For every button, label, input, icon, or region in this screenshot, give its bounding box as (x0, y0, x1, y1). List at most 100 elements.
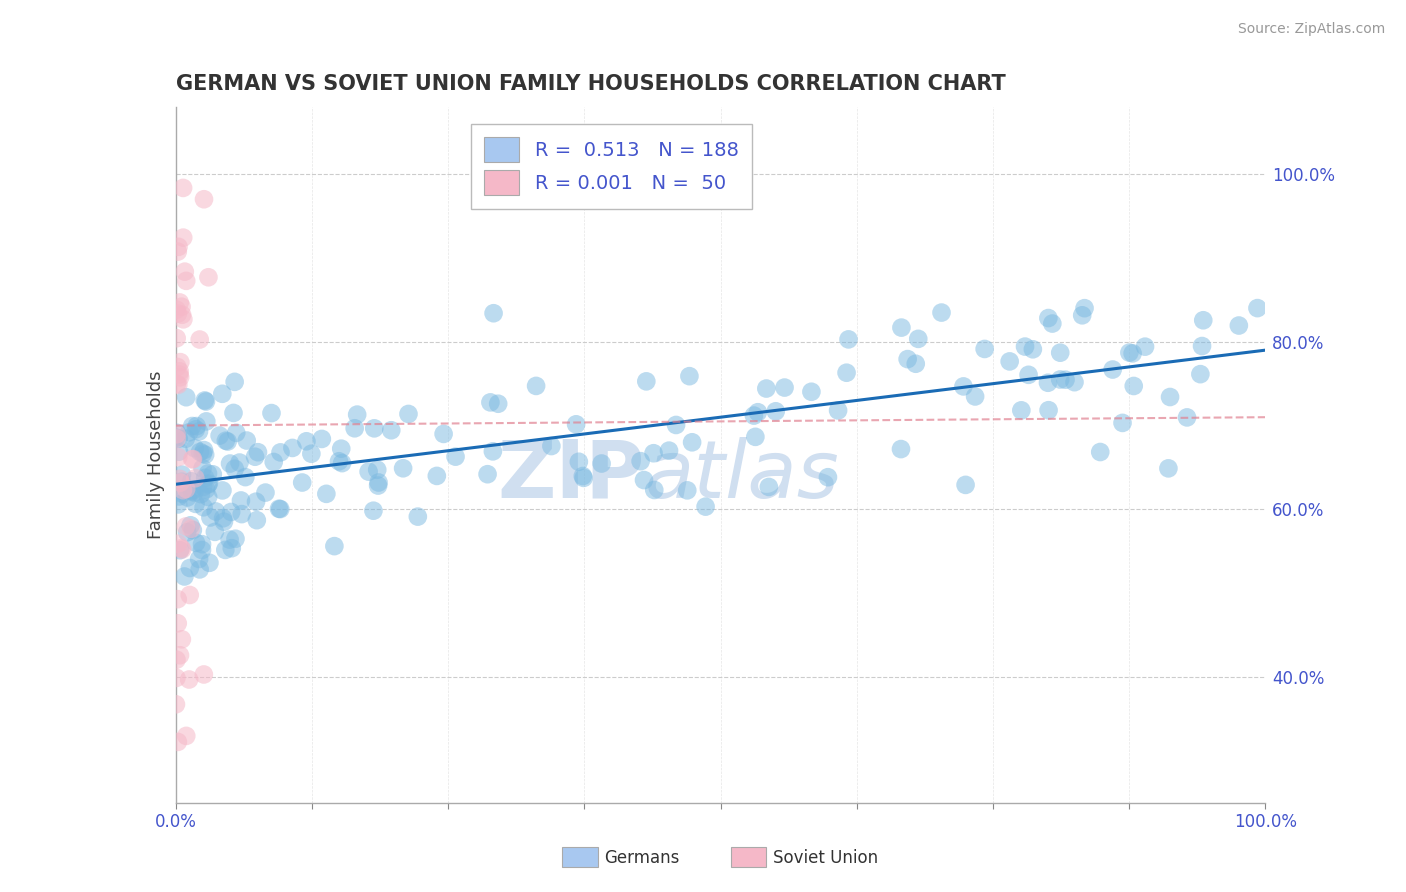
Point (897, 352, 920, 367)
Point (167, 497, 190, 511)
Point (1063, 375, 1085, 389)
Point (179, 673, 201, 687)
Point (800, 384, 823, 399)
Point (180, 518, 202, 533)
Point (193, 667, 215, 681)
Point (1157, 461, 1180, 475)
Point (952, 379, 974, 393)
Point (166, 653, 188, 667)
Point (904, 357, 927, 371)
Point (1246, 301, 1268, 315)
Point (1036, 376, 1059, 390)
Point (166, 592, 188, 607)
Point (193, 480, 215, 494)
Point (218, 533, 240, 547)
Point (180, 484, 202, 499)
Point (758, 480, 780, 494)
Point (665, 417, 688, 432)
Point (1049, 345, 1071, 359)
Point (235, 434, 257, 448)
Point (357, 465, 380, 479)
Point (172, 486, 194, 500)
Point (267, 501, 290, 516)
Point (890, 442, 912, 456)
Point (343, 421, 366, 435)
Point (172, 181, 194, 195)
Point (194, 471, 217, 485)
Point (183, 441, 205, 455)
Text: ZIP: ZIP (498, 437, 644, 515)
Point (426, 469, 449, 483)
Point (169, 648, 191, 663)
Point (765, 404, 787, 418)
Point (931, 305, 953, 319)
Point (172, 230, 194, 244)
Point (773, 380, 796, 394)
Point (167, 444, 190, 458)
Point (166, 376, 188, 391)
Point (366, 463, 388, 477)
Point (1191, 339, 1213, 353)
Point (1133, 340, 1156, 354)
Point (174, 274, 197, 288)
Point (219, 505, 242, 519)
Point (170, 300, 193, 314)
Point (295, 434, 318, 449)
Point (200, 510, 222, 524)
Point (174, 390, 197, 404)
Point (524, 379, 547, 393)
Point (169, 370, 191, 384)
Point (165, 430, 187, 444)
Point (633, 473, 655, 487)
Point (742, 409, 765, 423)
Point (482, 444, 505, 458)
Point (1189, 367, 1212, 381)
Point (330, 442, 353, 456)
Point (678, 369, 700, 384)
Point (1227, 318, 1250, 333)
Text: Source: ZipAtlas.com: Source: ZipAtlas.com (1237, 22, 1385, 37)
Point (246, 445, 269, 459)
Point (191, 537, 214, 551)
Point (643, 446, 665, 460)
Point (212, 511, 235, 525)
Point (169, 295, 191, 310)
Point (204, 524, 226, 539)
Point (222, 406, 245, 420)
Point (174, 519, 197, 533)
Point (197, 490, 219, 504)
Point (229, 493, 252, 508)
Point (198, 556, 221, 570)
Point (215, 434, 238, 448)
Point (363, 421, 385, 435)
Point (219, 457, 242, 471)
Point (323, 539, 346, 553)
Point (217, 434, 239, 449)
Point (1040, 317, 1063, 331)
Point (398, 407, 420, 421)
Point (197, 270, 219, 285)
Point (643, 483, 665, 497)
Point (406, 509, 429, 524)
Point (224, 462, 246, 476)
Point (191, 543, 214, 558)
Point (195, 414, 218, 428)
Point (1038, 403, 1060, 417)
Point (167, 306, 190, 320)
Point (363, 504, 385, 518)
Point (676, 483, 699, 498)
Point (172, 542, 194, 557)
Point (167, 432, 190, 446)
Point (1192, 313, 1215, 327)
Point (169, 355, 191, 369)
Point (565, 417, 588, 432)
Point (180, 475, 202, 489)
Point (176, 491, 198, 505)
Point (193, 192, 215, 206)
Point (167, 450, 190, 464)
Point (170, 541, 193, 556)
Point (167, 537, 190, 551)
Point (568, 455, 591, 469)
Point (1122, 379, 1144, 393)
Point (392, 461, 415, 475)
